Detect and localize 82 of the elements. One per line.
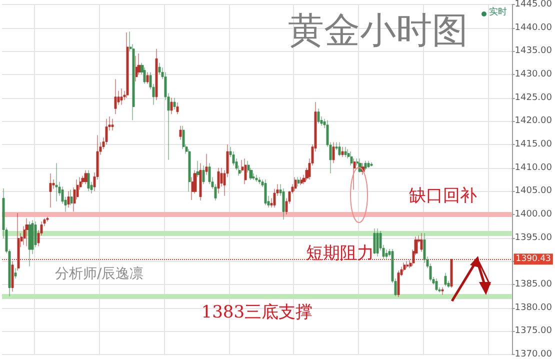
candlestick <box>364 160 367 170</box>
y-tick-label: 1420.00 <box>514 116 552 126</box>
candlestick <box>87 170 90 192</box>
candlestick <box>188 148 191 192</box>
candlestick <box>294 176 297 192</box>
candlestick <box>205 154 208 176</box>
candlestick <box>232 151 235 166</box>
candlestick <box>397 270 400 298</box>
candlestick <box>338 142 341 156</box>
candlestick <box>350 151 353 166</box>
y-tick-label: 1425.00 <box>514 92 552 103</box>
y-tick-label: 1375.00 <box>514 326 552 336</box>
annotation: 实时 <box>489 6 507 18</box>
candlestick <box>179 126 182 140</box>
candlestick <box>353 158 356 190</box>
candlestick <box>258 176 261 184</box>
candlestick <box>444 272 447 287</box>
candlestick <box>55 162 58 202</box>
candlestick <box>376 228 379 257</box>
candlestick <box>173 98 176 110</box>
candlestick <box>344 146 347 158</box>
candlestick <box>17 212 20 271</box>
candlestick <box>70 190 73 206</box>
candlestick <box>28 221 32 267</box>
candlestick <box>196 160 200 178</box>
candlestick <box>300 176 303 186</box>
ref-line-label: 缺口回补 <box>408 186 477 206</box>
candlestick <box>244 158 247 184</box>
candlestick <box>367 160 370 168</box>
candlestick <box>14 268 17 279</box>
candlestick <box>217 168 220 194</box>
y-tick-label: 1380.00 <box>514 302 552 313</box>
candlestick <box>126 32 129 98</box>
ref-line-label: 1390.43 <box>516 254 551 264</box>
candlestick <box>282 188 285 220</box>
candlestick <box>143 67 146 84</box>
candlestick <box>11 260 14 292</box>
y-tick-label: 1400.00 <box>514 210 552 220</box>
y-tick-label: 1445.00 <box>514 0 552 10</box>
annotation: 分析师/辰逸凛 <box>55 266 144 282</box>
candlestick <box>385 249 388 260</box>
candlestick <box>170 98 173 114</box>
candlestick <box>406 260 409 268</box>
candlestick <box>435 278 438 292</box>
candlestick <box>255 174 258 182</box>
candlestick <box>450 258 453 288</box>
candlestick <box>135 56 138 82</box>
ref-line-label: 1383三底支撑 <box>201 302 313 323</box>
y-tick-label: 1410.00 <box>514 162 552 173</box>
y-tick-label: 1385.00 <box>514 280 552 290</box>
chart-title: 黄金小时图 <box>288 10 468 52</box>
candlestick <box>341 146 344 158</box>
candlestick <box>111 118 114 131</box>
y-tick-label: 1370.00 <box>514 350 552 359</box>
candlestick <box>176 102 179 114</box>
y-tick-label: 1440.00 <box>514 22 552 33</box>
y-tick-label: 1415.00 <box>514 140 552 150</box>
candlestick <box>332 142 335 164</box>
y-tick-label: 1430.00 <box>514 70 552 80</box>
candlestick <box>264 179 267 206</box>
candlestick <box>420 232 423 252</box>
candlestick <box>84 170 88 184</box>
candlestick <box>25 218 29 246</box>
candlestick <box>120 88 123 106</box>
ref-line-label: 短期阻力 <box>306 244 374 264</box>
candlestick <box>114 78 117 114</box>
y-tick-label: 1435.00 <box>514 46 552 56</box>
candlestick <box>158 62 161 75</box>
candlestick <box>441 287 444 296</box>
candlestick <box>146 72 149 84</box>
y-tick-label: 1405.00 <box>514 186 552 196</box>
candlestick <box>49 173 52 208</box>
candlestick <box>155 48 158 100</box>
candlestick <box>317 108 320 124</box>
candlestick <box>105 118 108 145</box>
candlestick <box>67 190 70 208</box>
candlestick <box>199 162 202 201</box>
candlestick <box>202 165 205 184</box>
candlestick <box>403 262 406 272</box>
y-tick-label: 1395.00 <box>514 232 552 243</box>
candlestick <box>297 176 300 187</box>
candlestick <box>373 228 376 254</box>
